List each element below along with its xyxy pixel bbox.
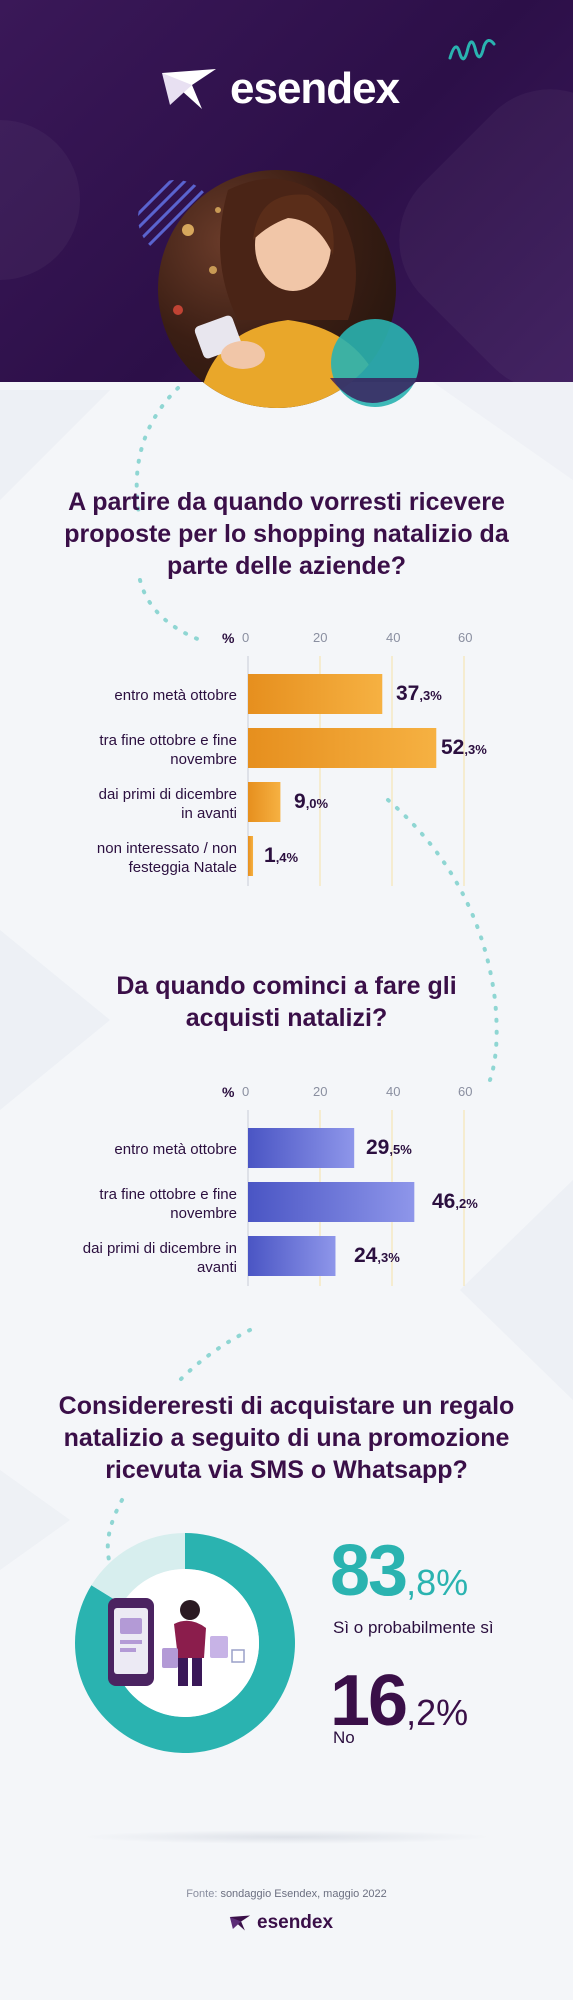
q1-value-label: 1,4% xyxy=(264,844,299,867)
stat-yes-label: Sì o probabilmente sì xyxy=(333,1618,494,1637)
footer-logo-text: esendex xyxy=(257,1912,334,1933)
q2-unit-label: % xyxy=(222,1084,235,1100)
q1-bar xyxy=(248,674,383,714)
q1-tick: 0 xyxy=(242,630,250,645)
q1-bar xyxy=(248,728,437,768)
esendex-logo-icon xyxy=(162,69,216,109)
q1-value-label: 52,3% xyxy=(441,736,487,759)
q1-category-label: entro metà ottobre xyxy=(114,687,237,704)
q2-bars xyxy=(247,1110,465,1286)
q2-category-label: tra fine ottobre e fine novembre xyxy=(99,1186,237,1222)
q2-bar xyxy=(248,1182,415,1222)
q2-value-label: 46,2% xyxy=(432,1190,478,1213)
q1-bar xyxy=(248,782,281,822)
q1-bar xyxy=(248,836,254,876)
stat-no-label: No xyxy=(333,1728,355,1747)
q1-title: A partire da quando vorresti ricevere pr… xyxy=(64,488,509,580)
q1-bars xyxy=(247,656,465,886)
esendex-logo: esendex xyxy=(158,64,400,114)
phone-shopping-illustration xyxy=(108,1598,245,1686)
q1-value-label: 9,0% xyxy=(294,790,329,813)
q1-tick: 40 xyxy=(386,630,401,645)
q3-donut-slice xyxy=(91,1533,185,1605)
q2-tick: 40 xyxy=(386,1084,401,1099)
q2-bar xyxy=(248,1128,355,1168)
q2-category-label: dai primi di dicembre in avanti xyxy=(82,1240,237,1276)
q2-bar xyxy=(248,1236,336,1276)
q2-title: Da quando cominci a fare gli acquisti na… xyxy=(116,972,457,1032)
q1-category-label: non interessato / non festeggia Natale xyxy=(96,840,237,876)
q1-tick: 60 xyxy=(458,630,473,645)
q1-unit-label: % xyxy=(222,630,235,646)
squiggle-decoration xyxy=(448,39,496,61)
source-note: Fonte: sondaggio Esendex, maggio 2022 xyxy=(186,1888,387,1900)
q2-value-label: 24,3% xyxy=(354,1244,400,1267)
hero-banner: esendex xyxy=(0,0,573,382)
q3-donut-chart xyxy=(74,1533,296,1753)
logo-text: esendex xyxy=(230,64,400,113)
q3-donut-slice xyxy=(74,1533,296,1753)
photo-teal-accent xyxy=(330,319,420,407)
q1-category-label: dai primi di dicembre in avanti xyxy=(98,786,237,822)
q2-value-label: 29,5% xyxy=(366,1136,412,1159)
q2-tick: 20 xyxy=(313,1084,328,1099)
divider-shadow xyxy=(80,1830,493,1844)
q2-tick: 60 xyxy=(458,1084,473,1099)
hatch-decoration xyxy=(138,180,214,256)
esendex-logo-icon xyxy=(229,1915,251,1931)
q1-chart: % 0 20 40 60 entro metà ottobre tra fine… xyxy=(0,620,573,890)
stat-no: 16,2% xyxy=(330,1661,469,1741)
q3-title: Considereresti di acquistare un regalo n… xyxy=(58,1392,515,1484)
q2-tick: 0 xyxy=(242,1084,250,1099)
q1-tick: 20 xyxy=(313,630,328,645)
q1-category-label: tra fine ottobre e fine novembre xyxy=(99,732,237,768)
q1-value-label: 37,3% xyxy=(396,682,442,705)
footer-logo: esendex xyxy=(228,1912,333,1934)
q2-chart: % 0 20 40 60 entro metà ottobre tra fine… xyxy=(0,1074,573,1294)
stat-yes: 83,8% xyxy=(330,1531,469,1611)
q2-category-label: entro metà ottobre xyxy=(114,1141,237,1158)
